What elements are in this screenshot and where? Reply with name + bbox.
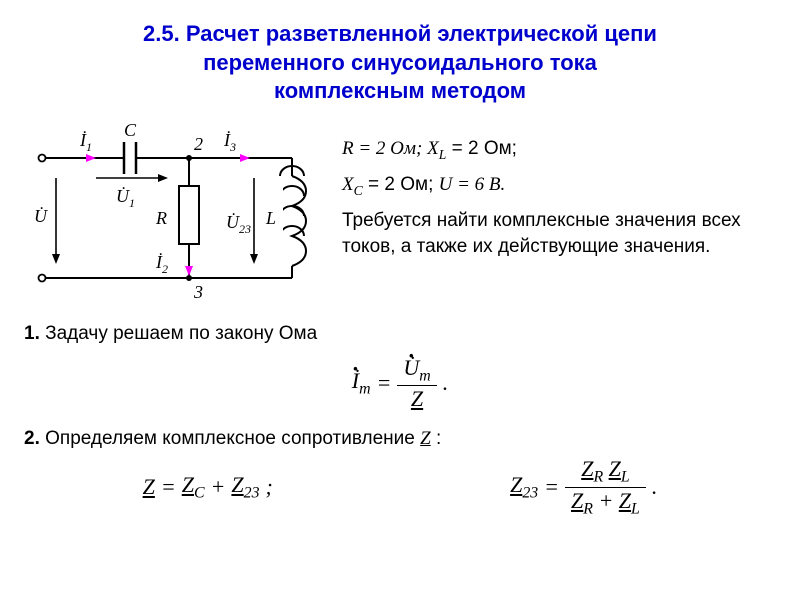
given-R-label: R = 2 Ом; [342,138,427,159]
eq2b-d1: Z [571,488,583,513]
eq2b-eq: = [544,474,559,500]
eq1-Isub: m [359,381,370,398]
step1-text: Задачу решаем по закону Ома [40,323,317,344]
eq2a-Z23: Z [231,472,243,497]
eq2b-dot: . [652,474,658,500]
eq2a-semi: ; [265,474,272,500]
eq2a-Z23sub: 23 [244,484,260,501]
svg-text:U̇1: U̇1 [116,185,135,210]
given-XL-sym: X [427,138,439,159]
step2-Z: Z [420,428,431,449]
eq1-dot: . [443,370,449,396]
title-line-1: 2.5. Расчет разветвленной электрической … [24,20,776,49]
given-XL-val: = 2 Ом; [452,138,517,159]
given-data: R = 2 Ом; XL = 2 Ом; XC = 2 Ом; U = 6 В.… [342,118,776,269]
eq1-den: Z [411,386,423,411]
title-line-3: комплексным методом [24,77,776,106]
given-XL-sub: L [439,147,447,162]
eq2b-n2: Z [609,456,621,481]
circuit-diagram: İ1 C 2 İ3 U̇ U̇1 R L U̇23 İ2 3 [24,118,324,313]
step2-num: 2. [24,428,40,449]
eq2a-plus: + [211,474,226,500]
ohms-law-equation: İm = U̇m Z . [24,355,776,412]
eq2a-ZCsub: C [194,484,205,501]
svg-text:2: 2 [194,134,203,154]
eq1-num: U̇ [403,355,419,381]
eq1-eq: = [377,370,392,396]
given-task: Требуется найти комплексные значения все… [342,208,776,261]
eq2b-d1sub: R [583,500,593,517]
eq2a-Z: Z [143,474,155,500]
svg-text:U̇: U̇ [34,205,48,226]
svg-text:İ2: İ2 [155,252,168,276]
eq2b-plus: + [598,488,613,513]
given-XC-sym: X [342,174,354,195]
eq-Z-total: Z = ZC + Z23 ; [143,456,273,518]
eq2a-eq: = [161,474,176,500]
svg-text:İ3: İ3 [223,130,236,154]
svg-text:U̇23: U̇23 [226,211,251,236]
svg-text:R: R [155,208,167,228]
step1-num: 1. [24,323,40,344]
svg-text:L: L [265,208,276,228]
eq2b-lhs: Z [510,472,522,497]
eq2b-n1: Z [581,456,593,481]
impedance-equations: Z = ZC + Z23 ; Z23 = ZR ZL ZR + ZL . [24,456,776,518]
eq2b-lhssub: 23 [522,484,538,501]
given-XC-sub: C [354,183,363,198]
eq2a-ZC: Z [182,472,194,497]
solution-steps: 1. Задачу решаем по закону Ома İm = U̇m … [24,323,776,518]
section-title: 2.5. Расчет разветвленной электрической … [24,20,776,106]
given-XC-val: = 2 Ом; [368,174,439,195]
eq2b-d2: Z [619,488,631,513]
step2-text: Определяем комплексное сопротивление [40,428,420,449]
eq1-I: İ [352,368,359,394]
svg-text:3: 3 [193,282,203,302]
svg-text:İ1: İ1 [79,130,92,154]
eq2b-n2sub: L [621,469,630,486]
eq2b-d2sub: L [631,500,640,517]
step2-end: : [431,428,442,449]
svg-text:C: C [124,120,137,140]
eq2b-n1sub: R [593,469,603,486]
eq-Z23: Z23 = ZR ZL ZR + ZL . [510,456,657,518]
given-U-val: U = 6 В. [439,174,506,195]
title-line-2: переменного синусоидального тока [24,49,776,78]
eq1-numsub: m [419,367,430,384]
